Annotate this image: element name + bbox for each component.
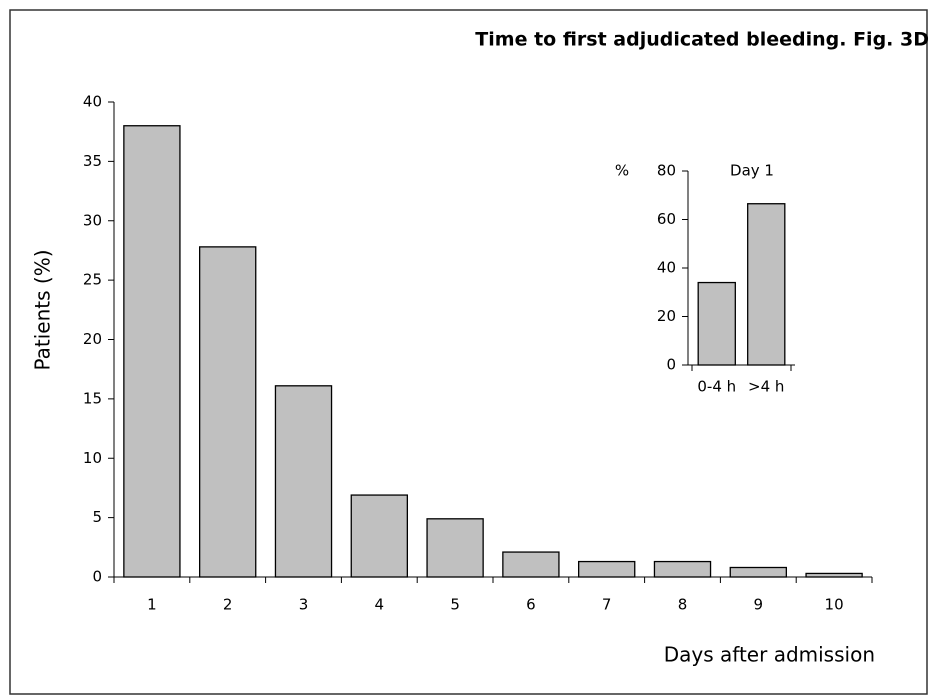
inset-title: Day 1 (730, 162, 774, 180)
y-axis-label: Patients (%) (31, 249, 55, 370)
x-tick-label: 9 (754, 596, 764, 614)
x-tick-label: 4 (375, 596, 385, 614)
y-tick-label: 30 (83, 211, 102, 229)
bar (578, 560, 636, 578)
x-tick-label: 10 (825, 596, 844, 614)
y-tick-label: 5 (92, 508, 102, 526)
x-tick-label: 3 (299, 596, 309, 614)
y-tick-label: 40 (657, 259, 676, 277)
y-tick-label: 35 (83, 152, 102, 170)
x-tick-label: >4 h (748, 378, 784, 396)
x-tick-label: 8 (678, 596, 688, 614)
x-tick-label: 5 (450, 596, 460, 614)
bar (199, 246, 257, 578)
x-tick-label: 1 (147, 596, 157, 614)
bar (502, 551, 560, 578)
y-tick-label: 60 (657, 210, 676, 228)
y-tick-label: 0 (666, 356, 676, 374)
bar (805, 572, 863, 578)
bar (426, 518, 484, 578)
bar (653, 560, 712, 578)
bar (729, 566, 787, 578)
bar (274, 385, 333, 578)
y-tick-label: 20 (657, 307, 676, 325)
x-tick-label: 0-4 h (697, 378, 736, 396)
bar (123, 125, 181, 578)
y-tick-label: 0 (92, 568, 102, 586)
y-tick-label: 15 (83, 389, 102, 407)
inset-y-label: % (615, 162, 629, 180)
y-tick-label: 10 (83, 449, 102, 467)
x-tick-label: 2 (223, 596, 233, 614)
x-tick-label: 7 (602, 596, 612, 614)
chart-title: Time to first adjudicated bleeding. Fig.… (475, 29, 929, 51)
y-tick-label: 25 (83, 271, 102, 289)
bar (747, 203, 786, 366)
y-tick-label: 40 (83, 93, 102, 111)
bar (697, 281, 736, 366)
x-axis-label: Days after admission (664, 643, 875, 667)
y-tick-label: 80 (657, 162, 676, 180)
x-tick-label: 6 (526, 596, 536, 614)
bar (350, 494, 408, 578)
y-tick-label: 20 (83, 330, 102, 348)
